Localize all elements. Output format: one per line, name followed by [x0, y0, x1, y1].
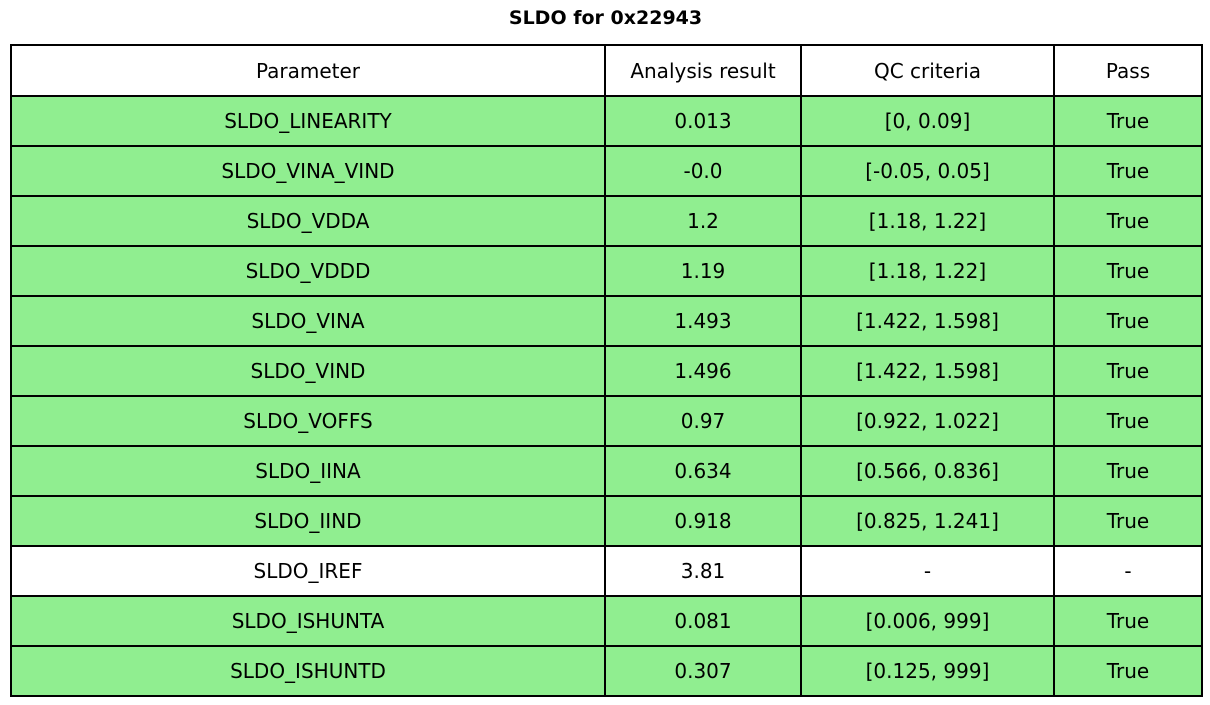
- cell-analysis-result: 1.19: [604, 245, 802, 297]
- cell-parameter: SLDO_VDDD: [10, 245, 606, 297]
- cell-pass: True: [1053, 345, 1203, 397]
- cell-parameter: SLDO_VINA: [10, 295, 606, 347]
- cell-analysis-result: 1.496: [604, 345, 802, 397]
- cell-qc-criteria: [1.422, 1.598]: [800, 295, 1055, 347]
- column-header-pass: Pass: [1053, 44, 1203, 97]
- results-table-header: Parameter Analysis result QC criteria Pa…: [10, 44, 1203, 97]
- cell-pass: True: [1053, 95, 1203, 147]
- table-row: SLDO_LINEARITY 0.013 [0, 0.09] True: [10, 95, 1203, 147]
- table-row: SLDO_VOFFS 0.97 [0.922, 1.022] True: [10, 395, 1203, 447]
- cell-pass: -: [1053, 545, 1203, 597]
- cell-parameter: SLDO_IIND: [10, 495, 606, 547]
- cell-qc-criteria: [0.125, 999]: [800, 645, 1055, 697]
- header-row: Parameter Analysis result QC criteria Pa…: [10, 44, 1203, 97]
- cell-qc-criteria: [-0.05, 0.05]: [800, 145, 1055, 197]
- cell-pass: True: [1053, 145, 1203, 197]
- cell-parameter: SLDO_ISHUNTD: [10, 645, 606, 697]
- table-row: SLDO_VDDD 1.19 [1.18, 1.22] True: [10, 245, 1203, 297]
- cell-qc-criteria: [1.18, 1.22]: [800, 195, 1055, 247]
- cell-pass: True: [1053, 195, 1203, 247]
- cell-analysis-result: 1.493: [604, 295, 802, 347]
- cell-pass: True: [1053, 595, 1203, 647]
- cell-analysis-result: -0.0: [604, 145, 802, 197]
- table-row: SLDO_IREF 3.81- -: [10, 545, 1203, 597]
- cell-analysis-result: 1.2: [604, 195, 802, 247]
- table-row: SLDO_IIND 0.918 [0.825, 1.241] True: [10, 495, 1203, 547]
- cell-qc-criteria: [0.006, 999]: [800, 595, 1055, 647]
- table-row: SLDO_ISHUNTD 0.307 [0.125, 999] True: [10, 645, 1203, 697]
- cell-qc-criteria: [0.566, 0.836]: [800, 445, 1055, 497]
- cell-qc-criteria: [1.422, 1.598]: [800, 345, 1055, 397]
- cell-qc-criteria: -: [800, 545, 1055, 597]
- table-row: SLDO_IINA 0.634 [0.566, 0.836] True: [10, 445, 1203, 497]
- table-row: SLDO_VIND 1.496 [1.422, 1.598] True: [10, 345, 1203, 397]
- cell-parameter: SLDO_VDDA: [10, 195, 606, 247]
- table-row: SLDO_VINA_VIND -0.0 [-0.05, 0.05] True: [10, 145, 1203, 197]
- cell-pass: True: [1053, 445, 1203, 497]
- cell-pass: True: [1053, 495, 1203, 547]
- cell-analysis-result: 0.634: [604, 445, 802, 497]
- cell-qc-criteria: [0.825, 1.241]: [800, 495, 1055, 547]
- cell-parameter: SLDO_VOFFS: [10, 395, 606, 447]
- cell-analysis-result: 0.307: [604, 645, 802, 697]
- table-row: SLDO_VDDA 1.2 [1.18, 1.22] True: [10, 195, 1203, 247]
- column-header-analysis-result: Analysis result: [604, 44, 802, 97]
- cell-parameter: SLDO_ISHUNTA: [10, 595, 606, 647]
- cell-parameter: SLDO_VINA_VIND: [10, 145, 606, 197]
- cell-qc-criteria: [0.922, 1.022]: [800, 395, 1055, 447]
- chart-title: SLDO for 0x22943: [508, 7, 703, 29]
- cell-qc-criteria: [0, 0.09]: [800, 95, 1055, 147]
- cell-pass: True: [1053, 395, 1203, 447]
- cell-parameter: SLDO_LINEARITY: [10, 95, 606, 147]
- cell-analysis-result: 0.013: [604, 95, 802, 147]
- cell-parameter: SLDO_IINA: [10, 445, 606, 497]
- cell-pass: True: [1053, 645, 1203, 697]
- table-row: SLDO_VINA 1.493 [1.422, 1.598] True: [10, 295, 1203, 347]
- results-table: Parameter Analysis result QC criteria Pa…: [10, 44, 1203, 697]
- cell-analysis-result: 0.97: [604, 395, 802, 447]
- results-table-body: SLDO_LINEARITY 0.013 [0, 0.09] True SLDO_VIN…: [10, 95, 1203, 697]
- column-header-qc-criteria: QC criteria: [800, 44, 1055, 97]
- cell-qc-criteria: [1.18, 1.22]: [800, 245, 1055, 297]
- cell-analysis-result: 0.081: [604, 595, 802, 647]
- cell-analysis-result: 3.81: [604, 545, 802, 597]
- cell-pass: True: [1053, 245, 1203, 297]
- cell-parameter: SLDO_IREF: [10, 545, 606, 597]
- cell-parameter: SLDO_VIND: [10, 345, 606, 397]
- cell-pass: True: [1053, 295, 1203, 347]
- cell-analysis-result: 0.918: [604, 495, 802, 547]
- table-row: SLDO_ISHUNTA 0.081 [0.006, 999] True: [10, 595, 1203, 647]
- column-header-parameter: Parameter: [10, 44, 606, 97]
